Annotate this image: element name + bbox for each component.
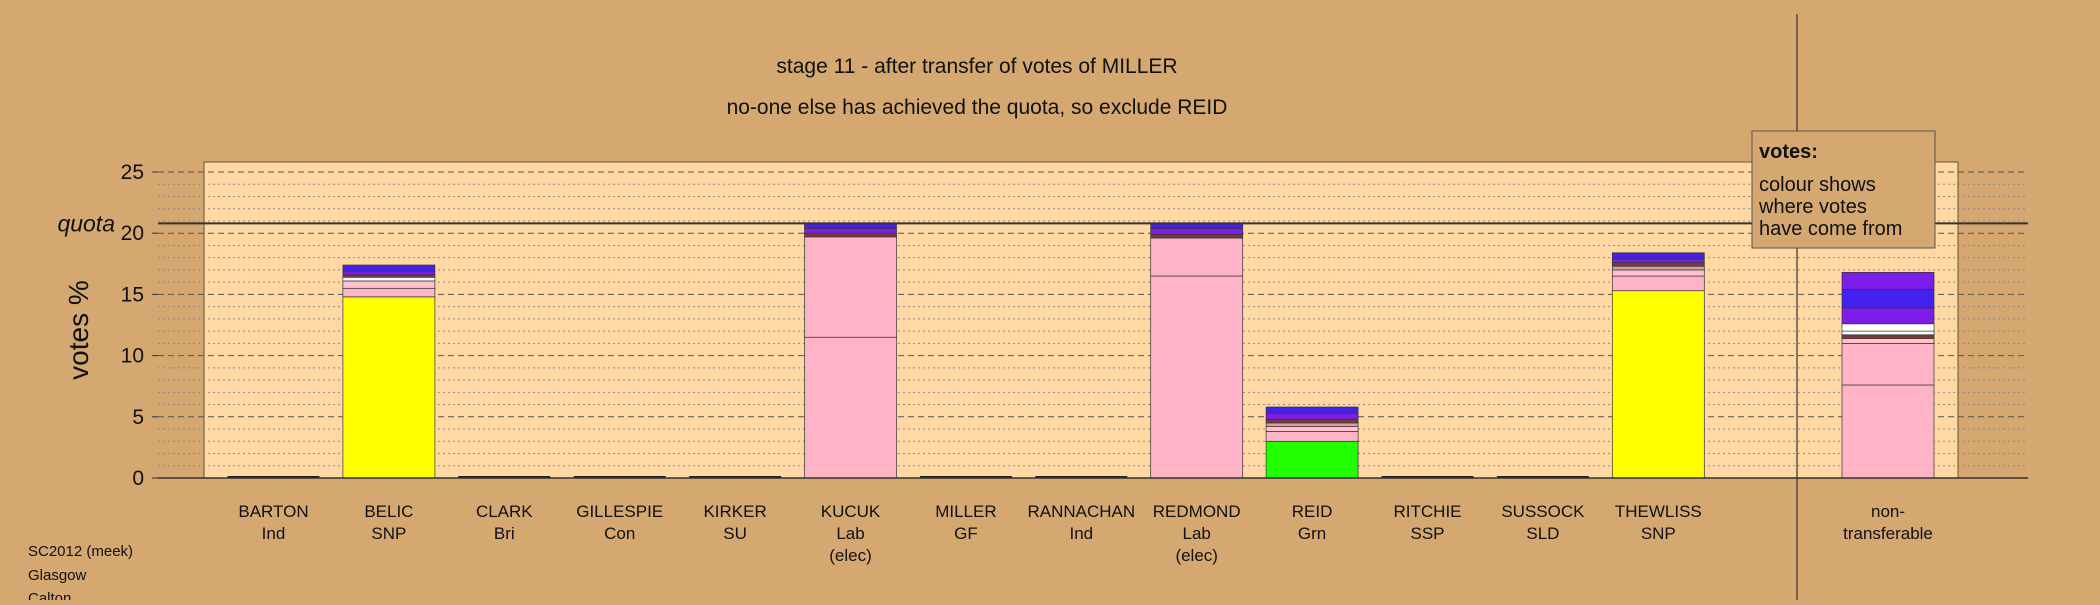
bar-segment [1611,252,1705,260]
legend-title: votes: [1759,141,1818,163]
bar-segment [1841,272,1935,290]
bar-segment [804,236,897,338]
bar-segment [342,270,436,276]
bar-segment [1841,338,1935,344]
candidate-name-label: REDMOND [1153,502,1241,521]
bars [227,223,1935,479]
y-axis-label: votes % [63,280,94,380]
candidate-name-label: BARTON [238,502,308,521]
bar-segment [1150,237,1244,277]
candidate-name-label: KUCUK [821,502,881,521]
bar-segment [1611,275,1705,292]
y-tick-label: 5 [132,406,144,429]
candidate-name-label: BELIC [364,502,413,521]
bar-segment [1611,262,1705,267]
candidate-party-label: GF [954,524,978,543]
bar-segment [342,276,436,282]
bar-non [1841,272,1935,479]
candidate-name-label: MILLER [935,502,996,521]
bar-segment [1841,334,1935,339]
bar-segment [1265,422,1359,427]
candidate-status-label: (elec) [829,546,872,565]
bar-segment [1150,227,1244,235]
bar-segment [1841,289,1935,309]
candidate-name-label: SUSSOCK [1501,502,1585,521]
chart-title: stage 11 - after transfer of votes of MI… [776,55,1177,78]
footer-ward: Calton [28,590,71,600]
gridlines [158,171,2028,467]
x-axis-labels: BARTON Ind BELIC SNP CLARK Bri GILLESPIE Con KIR… [238,502,1933,565]
candidate-status-label: (elec) [1175,546,1218,565]
candidate-name-label: KIRKER [703,502,766,521]
footer-method: SC2012 (meek) [28,543,133,560]
candidate-name-label: THEWLISS [1615,502,1702,521]
candidate-party-label: SU [723,524,747,543]
legend-line: where votes [1758,196,1867,218]
candidate-name-label: non- [1871,502,1905,521]
legend-line: colour shows [1759,174,1876,196]
bar-segment [1611,290,1705,479]
candidate-name-label: RITCHIE [1394,502,1462,521]
candidate-name-label: GILLESPIE [576,502,663,521]
bar-segment [1150,275,1244,479]
y-tick-label: 10 [121,345,144,368]
footer-council: Glasgow [28,567,87,584]
y-tick-label: 15 [121,283,144,306]
candidate-party-label: transferable [1843,524,1933,543]
candidate-party-label: SLD [1526,524,1559,543]
bar-segment [1611,269,1705,277]
bar-segment [342,264,436,272]
bar-segment [342,287,436,298]
bar-segment [804,227,897,234]
bar-segment [1265,412,1359,420]
bar-segment [1841,343,1935,386]
candidate-party-label: Grn [1298,524,1326,543]
bar-segment [804,232,897,238]
candidate-party-label: Ind [1069,524,1093,543]
legend: votes: colour shows where votes have com… [1751,130,1936,249]
bar-segment [1841,323,1935,332]
candidate-name-label: RANNACHAN [1027,502,1135,521]
quota-label: quota [57,210,115,236]
y-tick-label: 20 [121,222,144,245]
bar-segment [1841,384,1935,479]
bar-segment [804,336,897,479]
bar-segment [342,280,436,289]
candidate-party-label: Con [604,524,635,543]
bar-segment [1611,258,1705,263]
bar-segment [1265,440,1359,479]
candidate-party-label: Ind [262,524,286,543]
bar-segment [1265,426,1359,432]
legend-line: have come from [1759,218,1902,240]
bar-segment [1841,307,1935,325]
candidate-name-label: CLARK [476,502,533,521]
bar-reid [1265,406,1359,479]
candidate-party-label: Bri [494,524,515,543]
bar-segment [342,274,436,278]
y-tick-label: 25 [121,161,144,184]
bar-segment [1265,431,1359,442]
candidate-name-label: REID [1292,502,1333,521]
bar-segment [1841,330,1935,336]
bar-segment [1265,406,1359,414]
candidate-party-label: Lab [836,524,864,543]
y-tick-label: 0 [132,467,144,490]
bar-segment [342,296,436,479]
candidate-party-label: Lab [1183,524,1211,543]
bar-belic [342,264,436,479]
chart-subtitle: no-one else has achieved the quota, so e… [727,96,1228,119]
bar-segment [1265,418,1359,424]
legend-box [1751,130,1936,249]
candidate-party-label: SNP [1641,524,1676,543]
bar-kucuk [804,223,897,479]
bar-redmond [1150,223,1244,479]
candidate-party-label: SNP [371,524,406,543]
bar-thewliss [1611,252,1705,479]
candidate-party-label: SSP [1410,524,1444,543]
bar-segment [1611,265,1705,271]
bar-segment [1150,234,1244,239]
y-axis: 0 5 10 15 20 25 [121,161,2028,490]
